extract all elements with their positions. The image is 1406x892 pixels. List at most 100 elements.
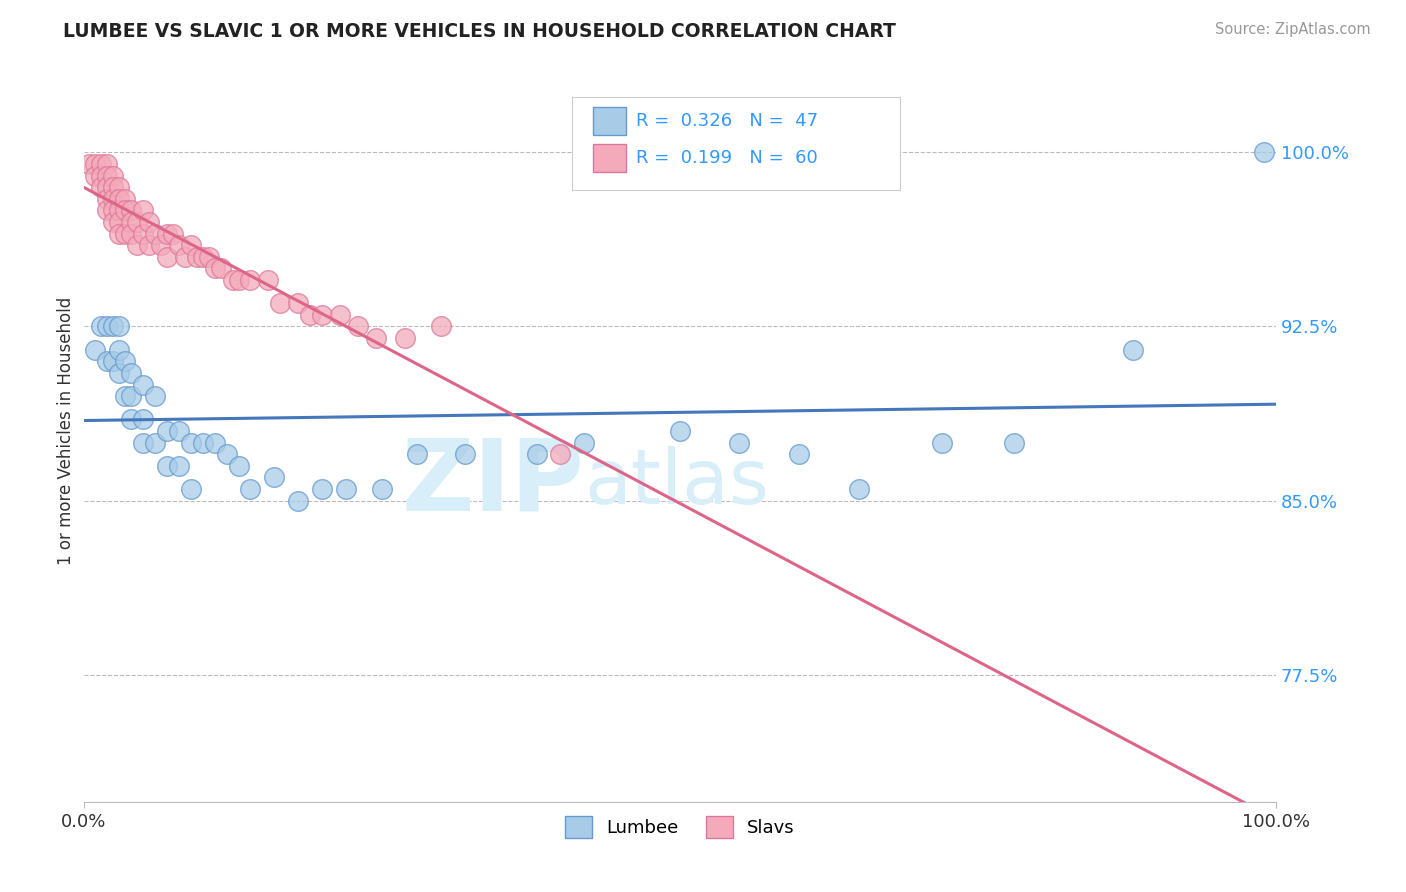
Point — [150, 238, 173, 252]
Point — [79, 157, 101, 171]
Point — [96, 203, 118, 218]
Text: R =  0.326   N =  47: R = 0.326 N = 47 — [636, 112, 818, 130]
Point — [1253, 145, 1275, 160]
Point — [197, 250, 219, 264]
FancyBboxPatch shape — [593, 107, 626, 136]
Point — [108, 366, 131, 380]
Point — [329, 308, 352, 322]
Point — [138, 238, 160, 252]
Point — [120, 412, 142, 426]
Point — [787, 447, 810, 461]
Point — [90, 319, 112, 334]
Point — [526, 447, 548, 461]
Point — [167, 424, 190, 438]
Point — [90, 180, 112, 194]
FancyBboxPatch shape — [572, 96, 900, 190]
Point — [132, 227, 155, 241]
Point — [143, 227, 166, 241]
Point — [287, 493, 309, 508]
Y-axis label: 1 or more Vehicles in Household: 1 or more Vehicles in Household — [58, 297, 75, 565]
Legend: Lumbee, Slavs: Lumbee, Slavs — [558, 809, 801, 846]
FancyBboxPatch shape — [593, 145, 626, 172]
Point — [370, 482, 392, 496]
Point — [728, 435, 751, 450]
Point — [191, 435, 214, 450]
Point — [120, 203, 142, 218]
Point — [143, 435, 166, 450]
Text: R =  0.199   N =  60: R = 0.199 N = 60 — [636, 149, 817, 168]
Point — [394, 331, 416, 345]
Point — [574, 435, 596, 450]
Point — [191, 250, 214, 264]
Point — [228, 273, 250, 287]
Point — [1122, 343, 1144, 357]
Point — [132, 377, 155, 392]
Point — [287, 296, 309, 310]
Point — [108, 227, 131, 241]
Point — [167, 238, 190, 252]
Point — [931, 435, 953, 450]
Point — [156, 458, 179, 473]
Point — [120, 227, 142, 241]
Point — [132, 412, 155, 426]
Point — [84, 157, 107, 171]
Point — [335, 482, 357, 496]
Point — [108, 343, 131, 357]
Point — [96, 319, 118, 334]
Point — [127, 238, 149, 252]
Point — [311, 482, 333, 496]
Point — [138, 215, 160, 229]
Point — [127, 215, 149, 229]
Point — [167, 458, 190, 473]
Point — [108, 203, 131, 218]
Point — [186, 250, 208, 264]
Point — [668, 424, 690, 438]
Point — [215, 447, 238, 461]
Point — [90, 169, 112, 183]
Point — [364, 331, 387, 345]
Point — [263, 470, 285, 484]
Point — [228, 458, 250, 473]
Point — [84, 169, 107, 183]
Point — [180, 238, 202, 252]
Point — [120, 215, 142, 229]
Point — [311, 308, 333, 322]
Point — [132, 203, 155, 218]
Point — [90, 157, 112, 171]
Point — [120, 366, 142, 380]
Point — [156, 424, 179, 438]
Text: LUMBEE VS SLAVIC 1 OR MORE VEHICLES IN HOUSEHOLD CORRELATION CHART: LUMBEE VS SLAVIC 1 OR MORE VEHICLES IN H… — [63, 22, 896, 41]
Point — [1002, 435, 1025, 450]
Point — [103, 169, 125, 183]
Point — [346, 319, 368, 334]
Point — [550, 447, 572, 461]
Point — [257, 273, 280, 287]
Point — [103, 192, 125, 206]
Point — [114, 389, 136, 403]
Text: atlas: atlas — [585, 446, 769, 520]
Point — [162, 227, 184, 241]
Point — [173, 250, 195, 264]
Point — [114, 227, 136, 241]
Point — [96, 157, 118, 171]
Point — [96, 169, 118, 183]
Point — [269, 296, 291, 310]
Point — [108, 215, 131, 229]
Point — [108, 319, 131, 334]
Point — [156, 227, 179, 241]
Point — [114, 203, 136, 218]
Point — [114, 354, 136, 368]
Point — [204, 435, 226, 450]
Point — [299, 308, 322, 322]
Point — [204, 261, 226, 276]
Point — [132, 435, 155, 450]
Point — [454, 447, 477, 461]
Point — [96, 180, 118, 194]
Point — [156, 250, 179, 264]
Point — [180, 482, 202, 496]
Point — [848, 482, 870, 496]
Point — [239, 482, 262, 496]
Point — [221, 273, 243, 287]
Point — [103, 203, 125, 218]
Point — [108, 180, 131, 194]
